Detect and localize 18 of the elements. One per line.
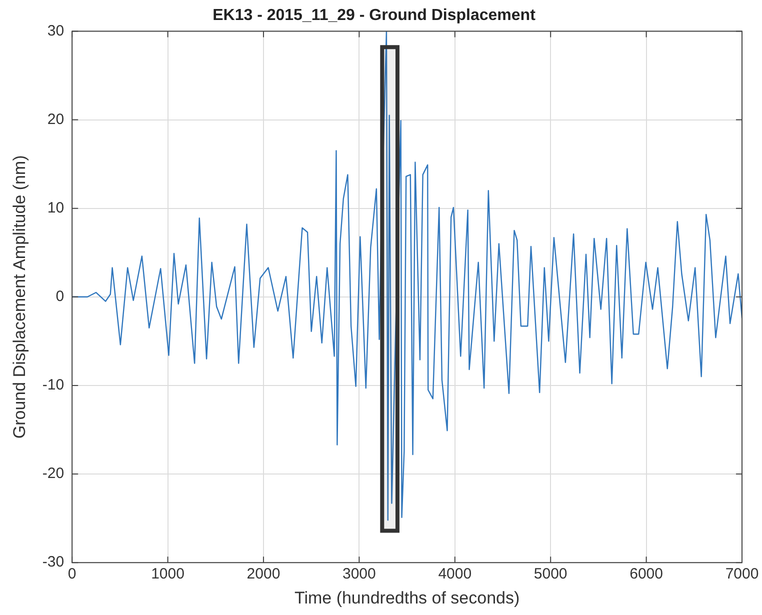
y-tick-label: -20	[42, 465, 64, 482]
x-tick-label: 4000	[438, 566, 472, 583]
x-tick-label: 7000	[725, 566, 759, 583]
x-tick-label: 0	[68, 566, 76, 583]
x-tick-label: 2000	[246, 566, 280, 583]
chart-title: EK13 - 2015_11_29 - Ground Displacement	[212, 7, 536, 24]
x-tick-label: 5000	[534, 566, 568, 583]
x-tick-label: 3000	[342, 566, 376, 583]
x-axis-title: Time (hundredths of seconds)	[294, 588, 520, 608]
x-tick-label: 1000	[151, 566, 184, 583]
y-tick-label: 30	[47, 22, 64, 40]
y-tick-label: -30	[42, 554, 64, 571]
y-tick-label: -10	[42, 376, 64, 394]
x-tick-label: 6000	[630, 566, 663, 583]
y-tick-label: 0	[56, 288, 64, 306]
y-axis-title: Ground Displacement Amplitude (nm)	[10, 155, 29, 439]
y-tick-label: 10	[47, 199, 64, 216]
y-tick-label: 20	[47, 110, 64, 128]
